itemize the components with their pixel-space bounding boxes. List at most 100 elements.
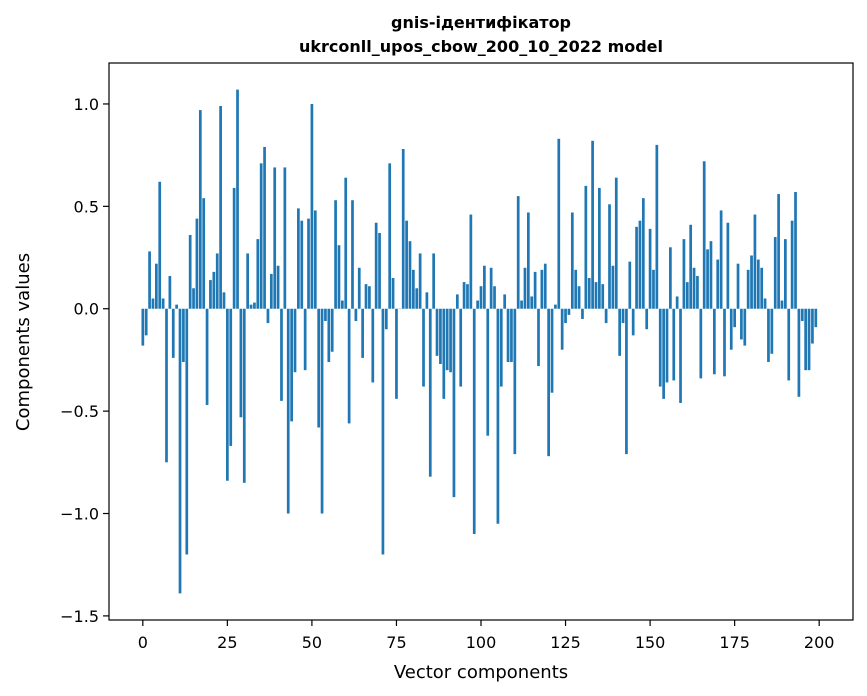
bar-70 bbox=[378, 232, 381, 309]
bar-58 bbox=[337, 245, 341, 309]
bar-51 bbox=[313, 210, 317, 309]
bar-135 bbox=[598, 187, 601, 309]
bar-165 bbox=[699, 308, 703, 379]
bar-148 bbox=[641, 198, 645, 309]
bar-46 bbox=[297, 208, 300, 309]
bar-143 bbox=[625, 308, 628, 455]
bar-2 bbox=[148, 251, 151, 309]
bar-159 bbox=[679, 308, 682, 403]
bar-127 bbox=[570, 212, 574, 309]
bar-3 bbox=[151, 298, 155, 309]
y-tick-label: 0.0 bbox=[74, 300, 99, 319]
bar-172 bbox=[723, 308, 726, 377]
bar-187 bbox=[773, 237, 777, 309]
bar-89 bbox=[442, 308, 446, 399]
y-tick-label: 1.0 bbox=[74, 95, 99, 114]
bar-154 bbox=[662, 308, 665, 399]
bar-28 bbox=[236, 89, 239, 309]
bar-47 bbox=[300, 220, 304, 309]
bar-80 bbox=[412, 269, 415, 309]
bar-109 bbox=[510, 308, 513, 362]
bar-72 bbox=[384, 308, 388, 330]
bar-161 bbox=[685, 282, 689, 309]
bar-124 bbox=[560, 308, 564, 350]
bar-123 bbox=[557, 138, 561, 309]
bar-60 bbox=[344, 177, 348, 309]
bar-178 bbox=[743, 308, 747, 346]
bar-38 bbox=[269, 273, 273, 309]
bar-106 bbox=[499, 308, 503, 387]
bar-52 bbox=[317, 308, 321, 428]
bar-48 bbox=[303, 308, 307, 371]
bar-177 bbox=[740, 308, 743, 340]
bar-149 bbox=[645, 308, 649, 330]
bar-10 bbox=[175, 304, 178, 309]
bar-101 bbox=[483, 265, 486, 309]
bar-150 bbox=[648, 228, 652, 309]
bar-49 bbox=[307, 218, 310, 309]
bar-4 bbox=[154, 263, 158, 309]
bar-25 bbox=[226, 308, 229, 481]
bar-27 bbox=[232, 187, 236, 309]
bar-78 bbox=[405, 220, 408, 309]
bar-181 bbox=[753, 214, 757, 309]
bar-119 bbox=[543, 263, 547, 309]
bar-117 bbox=[537, 308, 540, 367]
bar-66 bbox=[364, 284, 368, 309]
bar-136 bbox=[601, 284, 605, 309]
y-tick-label: 0.5 bbox=[74, 197, 99, 216]
bar-56 bbox=[330, 308, 334, 352]
x-axis-label: Vector components bbox=[394, 662, 568, 683]
bar-185 bbox=[767, 308, 770, 362]
bar-199 bbox=[814, 308, 818, 328]
bar-26 bbox=[229, 308, 233, 446]
bar-139 bbox=[611, 265, 615, 309]
bar-116 bbox=[533, 271, 537, 309]
bar-32 bbox=[249, 304, 253, 309]
bar-85 bbox=[428, 308, 432, 477]
bar-31 bbox=[246, 253, 250, 309]
bar-95 bbox=[462, 282, 466, 309]
bar-11 bbox=[178, 308, 182, 594]
bar-8 bbox=[168, 275, 172, 309]
bar-183 bbox=[760, 267, 764, 309]
bar-1 bbox=[144, 308, 148, 336]
bar-176 bbox=[736, 263, 740, 309]
bar-112 bbox=[520, 300, 523, 309]
bar-5 bbox=[158, 181, 162, 309]
bars-group bbox=[141, 89, 818, 594]
bar-170 bbox=[716, 259, 720, 309]
bar-105 bbox=[496, 308, 500, 524]
bar-90 bbox=[445, 308, 449, 371]
bar-142 bbox=[621, 308, 625, 324]
bar-129 bbox=[577, 286, 581, 309]
bar-96 bbox=[466, 284, 469, 309]
bar-180 bbox=[750, 255, 753, 309]
x-axis: 0 25 50 75 100 125 150 175 200 bbox=[138, 620, 834, 652]
bar-83 bbox=[422, 308, 425, 387]
y-tick-label: −0.5 bbox=[60, 402, 99, 421]
bar-77 bbox=[401, 149, 405, 309]
bar-115 bbox=[530, 296, 534, 309]
bar-98 bbox=[472, 308, 476, 534]
bar-63 bbox=[354, 308, 358, 322]
bar-156 bbox=[669, 247, 672, 309]
bar-84 bbox=[425, 292, 429, 309]
bar-30 bbox=[242, 308, 246, 483]
bar-196 bbox=[804, 308, 808, 371]
bar-92 bbox=[452, 308, 456, 498]
bar-171 bbox=[719, 210, 723, 309]
bar-147 bbox=[638, 220, 642, 309]
x-tick-label: 125 bbox=[550, 633, 581, 652]
bar-12 bbox=[182, 308, 185, 362]
y-tick-label: −1.5 bbox=[60, 607, 99, 626]
bar-100 bbox=[479, 286, 483, 309]
bar-75 bbox=[395, 308, 398, 399]
bar-125 bbox=[564, 308, 567, 324]
bar-15 bbox=[192, 288, 195, 309]
bar-108 bbox=[506, 308, 510, 362]
bar-35 bbox=[259, 163, 263, 309]
bar-21 bbox=[212, 271, 216, 309]
bar-155 bbox=[665, 308, 669, 383]
plot-frame bbox=[108, 62, 854, 621]
